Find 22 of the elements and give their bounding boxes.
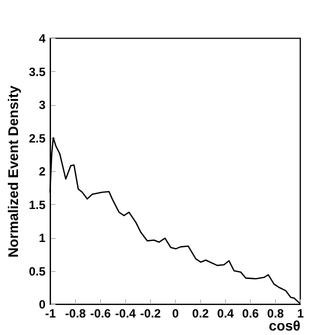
x-tick-label: 0.4 <box>217 306 234 320</box>
y-tick-label: 1.5 <box>28 198 46 212</box>
x-tick-label: 0.8 <box>267 306 284 320</box>
y-axis-title: Normalized Event Density <box>4 85 21 258</box>
x-tick-label: -1 <box>45 306 56 320</box>
x-tick-label: -0.6 <box>90 306 112 320</box>
x-axis-title: cosθ <box>268 318 300 334</box>
y-tick-label: 2 <box>38 164 46 178</box>
y-tick-label: 0.5 <box>28 264 46 278</box>
y-tick-label: 3 <box>38 98 46 112</box>
x-tick-label: -0.4 <box>115 306 136 320</box>
y-tick-label: 0 <box>38 298 46 312</box>
y-tick-label: 3.5 <box>28 64 46 79</box>
y-tick-label: 2.5 <box>28 131 46 146</box>
y-tick-label: 4 <box>38 32 46 46</box>
x-tick-label: 0 <box>172 306 180 320</box>
x-tick-label: 0.2 <box>192 306 210 320</box>
x-tick-label: -0.8 <box>65 306 86 320</box>
x-tick-label: 0.6 <box>242 306 260 320</box>
y-tick-label: 1 <box>38 231 46 245</box>
x-tick-label: -0.2 <box>140 306 162 320</box>
x-tick-label: 1 <box>297 306 304 320</box>
